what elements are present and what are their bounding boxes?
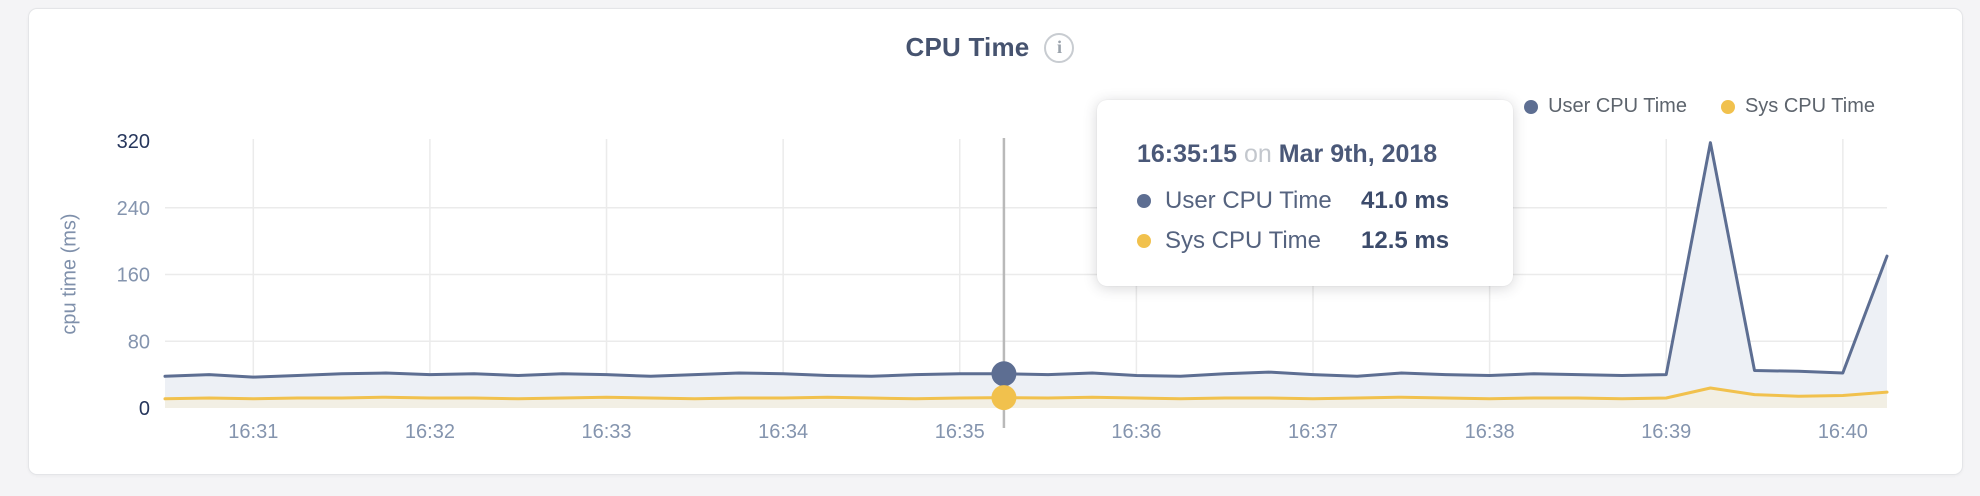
info-icon[interactable]: i (1044, 32, 1075, 63)
user-cpu-line (163, 141, 1889, 379)
sys-cpu-hover-dot (991, 385, 1017, 411)
tooltip-time: 16:35:15 (1137, 140, 1238, 168)
x-tick-label: 16:36 (1111, 421, 1161, 443)
tooltip-header: 16:35:15 on Mar 9th, 2018 (1137, 140, 1483, 169)
y-tick-label: 160 (117, 265, 150, 287)
chart-title: CPU Time (905, 32, 1030, 62)
sys-cpu-line (163, 386, 1889, 401)
x-tick-label: 16:37 (1288, 421, 1338, 443)
x-tick-label: 16:33 (582, 421, 632, 443)
y-tick-label: 0 (139, 398, 150, 420)
tooltip-connector: on (1244, 140, 1279, 168)
tooltip-series-value: 12.5 ms (1361, 227, 1450, 254)
legend-item-user-cpu[interactable]: User CPU Time (1524, 95, 1687, 118)
user-cpu-hover-dot (991, 361, 1017, 387)
plot-hover-area[interactable] (165, 141, 1887, 408)
sys-cpu-dot-icon (1137, 234, 1151, 248)
hover-tooltip: 16:35:15 on Mar 9th, 2018 User CPU Time … (1097, 100, 1513, 286)
tooltip-series-label: Sys CPU Time (1165, 227, 1322, 254)
tooltip-series-value: 41.0 ms (1361, 187, 1450, 214)
tooltip-row-user-cpu: User CPU Time 41.0 ms (1137, 181, 1483, 221)
y-tick-label: 80 (128, 331, 150, 353)
legend-label: User CPU Time (1548, 95, 1687, 117)
tooltip-series-label: User CPU Time (1165, 187, 1332, 214)
x-tick-label: 16:32 (405, 421, 455, 443)
chart-legend: User CPU Time Sys CPU Time (1524, 95, 1875, 118)
y-tick-label: 240 (117, 198, 150, 220)
legend-label: Sys CPU Time (1744, 95, 1875, 117)
y-axis-title: cpu time (ms) (58, 213, 81, 335)
chart-header: CPU Time i (0, 32, 1980, 63)
legend-item-sys-cpu[interactable]: Sys CPU Time (1720, 95, 1875, 118)
x-tick-label: 16:39 (1641, 421, 1691, 443)
x-tick-label: 16:34 (758, 421, 808, 443)
x-tick-label: 16:40 (1818, 421, 1868, 443)
tooltip-row-sys-cpu: Sys CPU Time 12.5 ms (1137, 221, 1483, 261)
tooltip-date: Mar 9th, 2018 (1278, 140, 1438, 168)
x-tick-label: 16:38 (1465, 421, 1515, 443)
y-tick-label: 320 (117, 131, 150, 153)
sys-cpu-legend-dot (1720, 99, 1735, 114)
x-tick-label: 16:35 (935, 421, 985, 443)
user-cpu-dot-icon (1137, 194, 1151, 208)
user-cpu-legend-dot (1524, 99, 1539, 114)
x-tick-label: 16:31 (228, 421, 278, 443)
